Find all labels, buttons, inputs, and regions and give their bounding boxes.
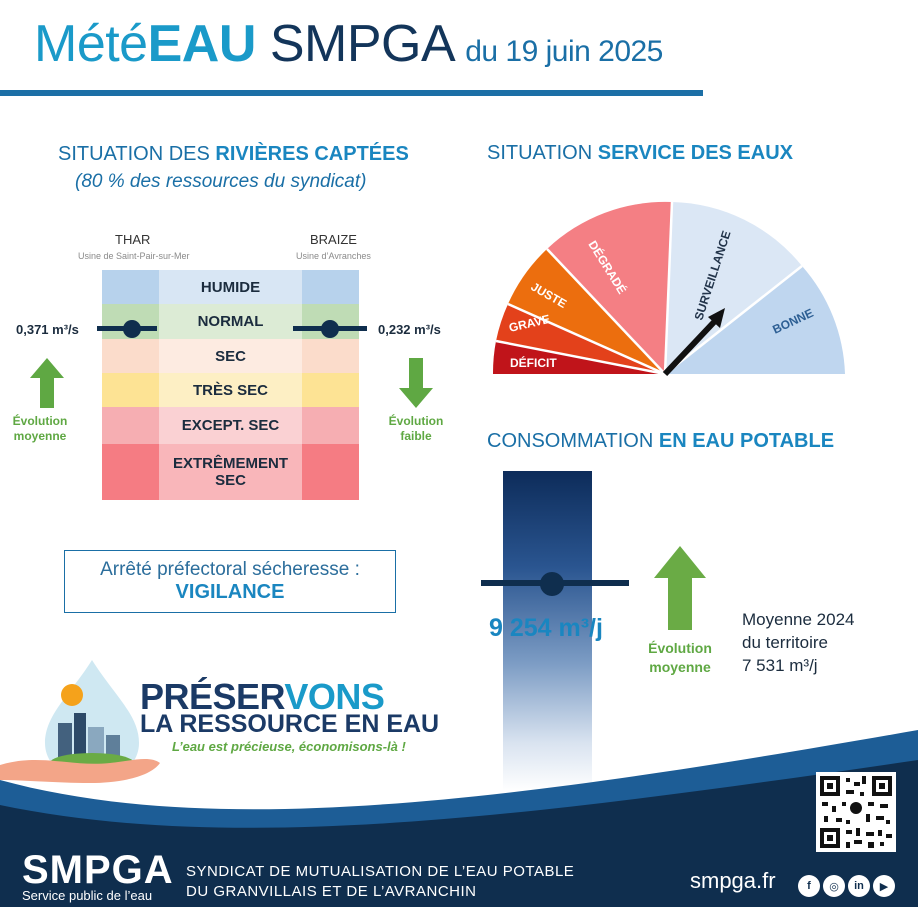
consumption-average: Moyenne 2024 du territoire 7 531 m³/j — [742, 610, 855, 675]
page-title: MétéEAU SMPGA du 19 juin 2025 — [34, 14, 663, 74]
instagram-icon[interactable]: ◎ — [823, 875, 845, 897]
gauge-segment-juste — [508, 249, 665, 374]
scale-row-normal: NORMAL — [102, 304, 359, 339]
arrete-level: VIGILANCE — [175, 581, 285, 603]
thar-flow: 0,371 m³/s — [16, 322, 79, 337]
header-rule — [0, 90, 703, 96]
consumption-bar — [503, 471, 592, 791]
service-gauge: DÉFICIT GRAVE JUSTE DÉGRADÉ SURVEILLANCE… — [492, 201, 845, 377]
gauge-label-deficit: DÉFICIT — [510, 355, 557, 370]
braize-gauge-dot — [321, 320, 339, 338]
gauge-needle — [662, 318, 718, 377]
rivers-subtitle: (80 % des ressources du syndicat) — [75, 171, 367, 192]
campaign-line1: PRÉSERVONS — [140, 676, 385, 717]
gauge-needle-tip-icon — [708, 308, 725, 328]
scale-row-sec: SEC — [102, 339, 359, 373]
rivers-title: SITUATION DES RIVIÈRES CAPTÉES — [58, 143, 409, 165]
scale-row-extremement-sec: EXTRÊMEMENT SEC — [102, 444, 359, 500]
youtube-icon[interactable]: ▶ — [873, 875, 895, 897]
braize-flow: 0,232 m³/s — [378, 322, 441, 337]
consumption-value: 9 254 m³/j — [489, 614, 603, 642]
footer-wave — [0, 730, 918, 907]
gauge-segment-surveillance — [665, 202, 802, 374]
braize-evolution-down-arrow-icon — [399, 358, 433, 408]
consumption-title: CONSOMMATION EN EAU POTABLE — [487, 430, 835, 452]
smpga-logo-subtitle: Service public de l’eau — [22, 888, 153, 903]
campaign-line2: LA RESSOURCE EN EAU — [140, 710, 440, 738]
consumption-gauge-dot — [540, 572, 564, 596]
arrete-box: Arrêté préfectoral sécheresse : VIGILANC… — [64, 550, 396, 613]
scale-row-humide: HUMIDE — [102, 270, 359, 304]
river-left-name: THAR — [115, 232, 151, 247]
braize-evolution: Évolution faible — [388, 414, 444, 443]
website-link[interactable]: smpga.fr — [690, 868, 776, 893]
thar-evolution: Évolution moyenne — [12, 414, 68, 443]
consumption-evolution: Évolution moyenne — [648, 640, 712, 675]
river-right-name: BRAIZE — [310, 232, 357, 247]
title-date: du 19 juin 2025 — [465, 35, 663, 68]
syndicat-name: SYNDICAT DE MUTUALISATION DE L’EAU POTAB… — [186, 863, 575, 900]
facebook-icon[interactable]: f — [798, 875, 820, 897]
thar-gauge-dot — [123, 320, 141, 338]
thar-evolution-up-arrow-icon — [30, 358, 64, 408]
campaign-slogan: L’eau est précieuse, économisons-là ! — [172, 739, 406, 754]
social-links: f ◎ in ▶ — [798, 875, 895, 897]
water-drop-hand-icon — [0, 660, 160, 783]
title-org: SMPGA — [269, 15, 456, 73]
river-scale: HUMIDE NORMAL SEC TRÈS SEC EXCEPT. SEC E… — [102, 270, 359, 500]
gauge-segment-bonne — [665, 266, 845, 374]
river-left-plant: Usine de Saint-Pair-sur-Mer — [78, 251, 190, 261]
linkedin-icon[interactable]: in — [848, 875, 870, 897]
scale-row-except-sec: EXCEPT. SEC — [102, 407, 359, 444]
title-prefix: Mété — [34, 15, 148, 73]
arrete-label: Arrêté préfectoral sécheresse : — [100, 559, 360, 580]
service-title: SITUATION SERVICE DES EAUX — [487, 142, 793, 164]
scale-row-tres-sec: TRÈS SEC — [102, 373, 359, 407]
qr-code-icon[interactable] — [816, 772, 896, 852]
gauge-segment-degrade — [547, 201, 672, 374]
smpga-logo: SMPGA — [22, 848, 174, 892]
consumption-evolution-up-arrow-icon — [654, 546, 706, 630]
river-right-plant: Usine d’Avranches — [296, 251, 371, 261]
title-eau: EAU — [147, 15, 257, 73]
